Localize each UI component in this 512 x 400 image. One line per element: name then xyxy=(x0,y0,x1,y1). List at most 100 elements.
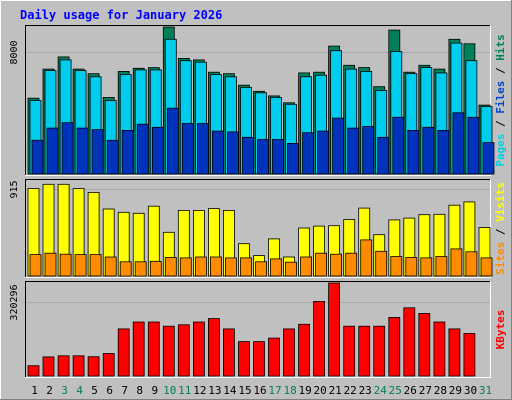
bar-kbytes-day-6 xyxy=(102,353,115,377)
bar-sites-day-10 xyxy=(164,257,177,277)
bar-pages-day-15 xyxy=(242,136,254,175)
bar-pages-day-11 xyxy=(181,123,194,175)
x-tick-label-day-25: 25 xyxy=(389,384,402,397)
bar-sites-day-24 xyxy=(375,250,388,277)
bar-pages-day-3 xyxy=(61,122,74,175)
x-tick-label-day-20: 20 xyxy=(313,384,326,397)
x-tick-label-day-18: 18 xyxy=(283,384,296,397)
x-tick-label-day-11: 11 xyxy=(178,384,191,397)
panel-visits-legend: Sites / Visits xyxy=(494,182,507,275)
bar-pages-day-9 xyxy=(151,126,164,175)
x-tick-label-day-10: 10 xyxy=(163,384,176,397)
bar-pages-day-26 xyxy=(407,129,420,175)
bar-pages-day-1 xyxy=(31,139,44,175)
bar-kbytes-day-10 xyxy=(162,325,175,377)
x-tick-label-day-27: 27 xyxy=(419,384,432,397)
x-tick-label-day-2: 2 xyxy=(46,384,53,397)
bar-sites-day-9 xyxy=(149,260,162,277)
series-pages xyxy=(31,107,495,175)
bar-pages-day-19 xyxy=(302,132,315,175)
bar-pages-day-21 xyxy=(332,117,345,175)
bar-kbytes-day-24 xyxy=(373,325,386,377)
bar-kbytes-day-7 xyxy=(117,328,130,377)
chart-panels: 8000 Pages / Files / Hits 915 Sites / Visit… xyxy=(9,25,507,378)
bar-kbytes-day-28 xyxy=(433,321,446,377)
x-tick-label-day-1: 1 xyxy=(31,384,38,397)
bar-sites-day-25 xyxy=(390,256,403,277)
bar-sites-day-13 xyxy=(209,256,222,277)
bar-kbytes-day-26 xyxy=(403,307,416,377)
panel-kbytes-ytick-label: 320296 xyxy=(9,284,20,320)
bar-kbytes-day-17 xyxy=(268,337,280,377)
series-kbytes xyxy=(27,282,476,377)
bar-pages-day-24 xyxy=(377,136,390,175)
bar-pages-day-25 xyxy=(392,116,405,175)
legend-part: Files xyxy=(494,81,507,114)
bar-pages-day-13 xyxy=(211,130,224,175)
x-tick-label-day-7: 7 xyxy=(121,384,128,397)
x-tick-label-day-9: 9 xyxy=(151,384,158,397)
x-tick-label-day-4: 4 xyxy=(76,384,83,397)
bar-pages-day-23 xyxy=(362,126,375,175)
x-tick-label-day-23: 23 xyxy=(359,384,372,397)
bar-sites-day-19 xyxy=(300,256,313,277)
bar-pages-day-5 xyxy=(91,129,104,175)
bar-pages-day-4 xyxy=(76,127,89,175)
bar-sites-day-31 xyxy=(480,257,493,277)
x-tick-label-day-19: 19 xyxy=(298,384,311,397)
bar-sites-day-21 xyxy=(330,253,343,277)
bar-kbytes-day-1 xyxy=(27,365,40,377)
bar-kbytes-day-12 xyxy=(192,321,205,377)
bar-sites-day-2 xyxy=(44,252,57,277)
bar-sites-day-20 xyxy=(315,252,328,277)
legend-part: / xyxy=(494,61,507,81)
panel-visits: 915 Sites / Visits xyxy=(9,179,507,278)
x-tick-label-day-12: 12 xyxy=(193,384,206,397)
bar-kbytes-day-25 xyxy=(388,316,401,377)
bar-pages-day-16 xyxy=(257,139,269,175)
panel-kbytes-legend: KBytes xyxy=(494,310,507,350)
bar-kbytes-day-2 xyxy=(42,356,55,377)
bar-kbytes-day-30 xyxy=(463,333,476,377)
bar-sites-day-17 xyxy=(270,258,282,277)
legend-part: Hits xyxy=(494,34,507,61)
bar-pages-day-31 xyxy=(482,142,495,175)
bar-sites-day-14 xyxy=(224,257,237,277)
x-tick-label-day-31: 31 xyxy=(479,384,492,397)
bar-kbytes-day-18 xyxy=(283,328,295,377)
x-tick-label-day-3: 3 xyxy=(61,384,68,397)
chart-title: Daily usage for January 2026 xyxy=(20,8,222,22)
x-tick-label-day-5: 5 xyxy=(91,384,98,397)
bar-kbytes-day-11 xyxy=(177,324,190,377)
bar-sites-day-8 xyxy=(134,261,147,277)
bar-kbytes-day-15 xyxy=(238,341,250,377)
bar-kbytes-day-9 xyxy=(147,321,160,377)
bar-kbytes-day-14 xyxy=(222,328,235,377)
panel-hits: 8000 Pages / Files / Hits xyxy=(9,25,507,176)
bar-pages-day-17 xyxy=(272,139,284,175)
bar-kbytes-day-21 xyxy=(328,282,341,377)
x-tick-label-day-29: 29 xyxy=(449,384,462,397)
x-tick-label-day-6: 6 xyxy=(106,384,113,397)
bar-sites-day-5 xyxy=(89,254,102,277)
bar-sites-day-11 xyxy=(179,257,192,277)
bar-kbytes-day-20 xyxy=(313,300,326,377)
legend-part: Sites xyxy=(494,242,507,275)
x-tick-label-day-8: 8 xyxy=(136,384,143,397)
bar-pages-day-22 xyxy=(347,127,360,175)
bar-pages-day-18 xyxy=(287,142,299,175)
bar-pages-day-12 xyxy=(196,123,209,175)
bar-sites-day-1 xyxy=(29,254,42,277)
bar-pages-day-29 xyxy=(452,112,465,175)
legend-part: / xyxy=(494,222,507,242)
panel-kbytes: 320296 KBytes xyxy=(9,281,507,378)
bar-kbytes-day-5 xyxy=(87,356,100,377)
legend-part: / xyxy=(494,114,507,134)
bar-sites-day-3 xyxy=(59,253,72,277)
bar-pages-day-7 xyxy=(121,129,134,175)
bar-sites-day-4 xyxy=(74,254,87,277)
x-tick-label-day-28: 28 xyxy=(434,384,447,397)
x-tick-label-day-15: 15 xyxy=(238,384,251,397)
bar-sites-day-27 xyxy=(420,257,433,277)
